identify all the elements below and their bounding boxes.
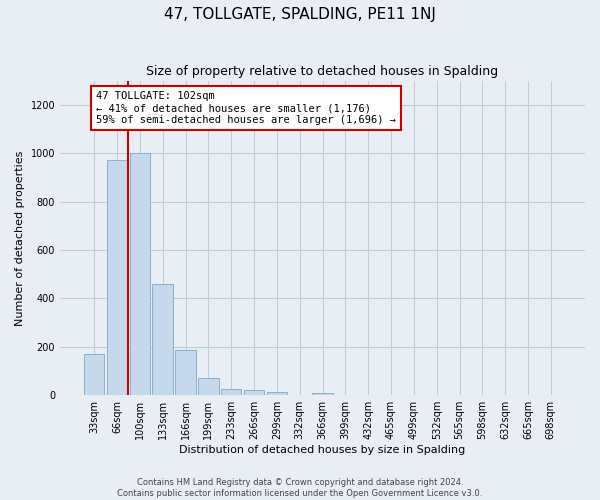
Text: Contains HM Land Registry data © Crown copyright and database right 2024.
Contai: Contains HM Land Registry data © Crown c… [118,478,482,498]
Bar [107,160,127,395]
Bar [84,354,104,395]
Bar [312,393,333,395]
Text: 47 TOLLGATE: 102sqm
← 41% of detached houses are smaller (1,176)
59% of semi-det: 47 TOLLGATE: 102sqm ← 41% of detached ho… [96,92,396,124]
Bar [152,284,173,395]
Bar [244,390,264,395]
Title: Size of property relative to detached houses in Spalding: Size of property relative to detached ho… [146,65,499,78]
Bar [130,153,150,395]
Bar [221,389,241,395]
Text: 47, TOLLGATE, SPALDING, PE11 1NJ: 47, TOLLGATE, SPALDING, PE11 1NJ [164,8,436,22]
Y-axis label: Number of detached properties: Number of detached properties [15,150,25,326]
Bar [266,392,287,395]
X-axis label: Distribution of detached houses by size in Spalding: Distribution of detached houses by size … [179,445,466,455]
Bar [198,378,218,395]
Bar [175,350,196,395]
